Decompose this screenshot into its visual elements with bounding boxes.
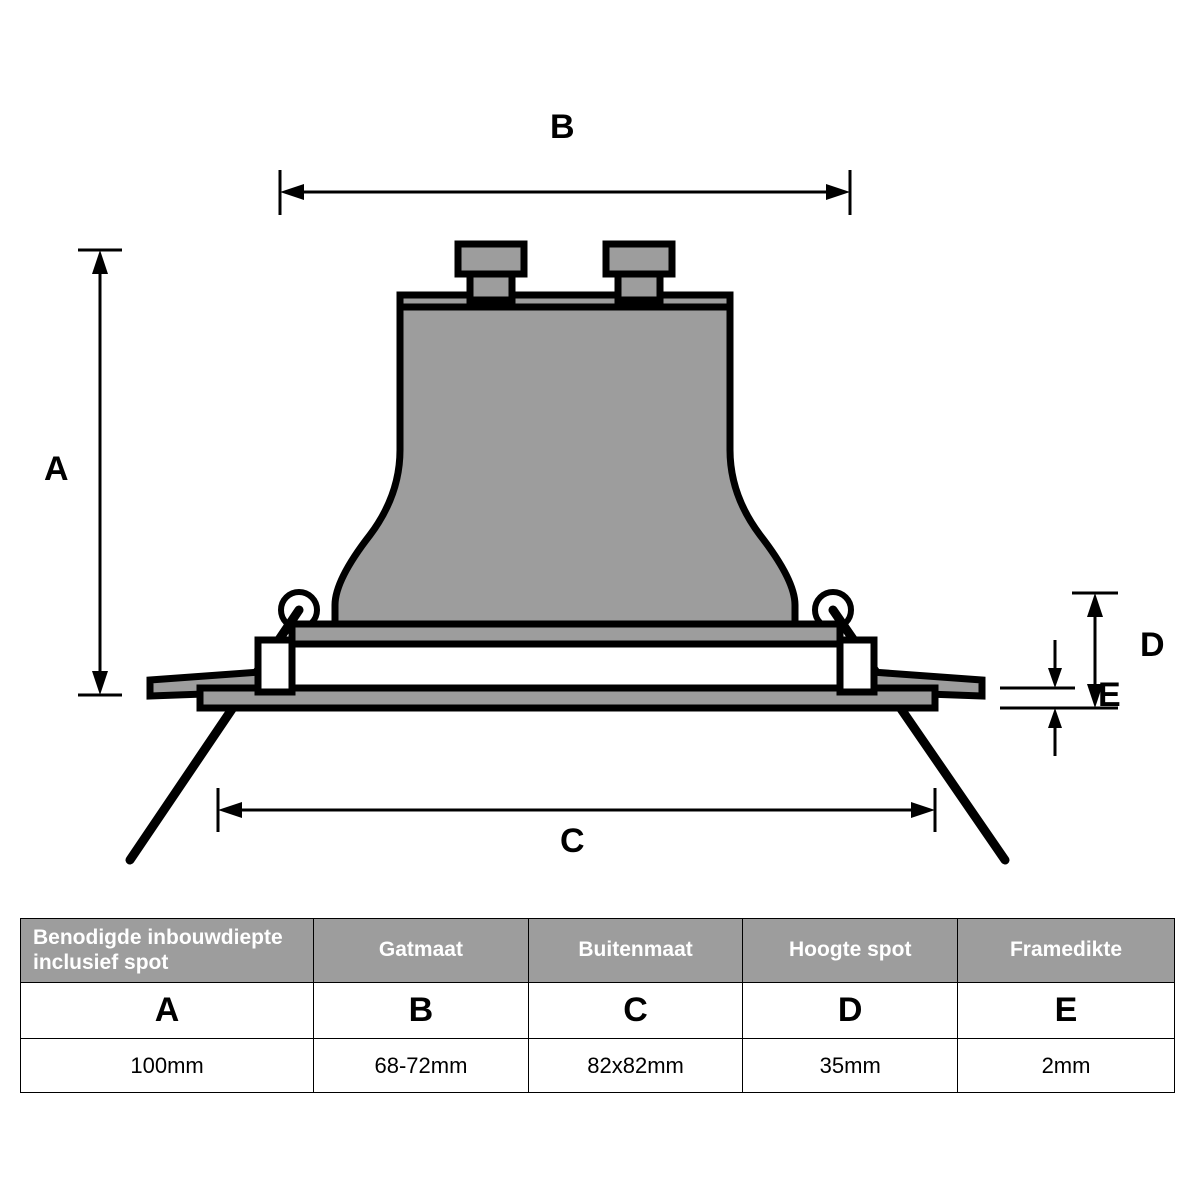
table-header-row: Benodigde inbouwdiepte inclusief spot Ga… bbox=[21, 919, 1175, 983]
table-header: Gatmaat bbox=[314, 919, 529, 983]
table-header: Benodigde inbouwdiepte inclusief spot bbox=[21, 919, 314, 983]
label-B: B bbox=[550, 108, 575, 147]
table-cell: E bbox=[958, 983, 1175, 1039]
table-cell: B bbox=[314, 983, 529, 1039]
technical-diagram: B A C D E bbox=[0, 40, 1200, 890]
label-A: A bbox=[44, 450, 69, 489]
frame-housing bbox=[150, 624, 982, 708]
table-cell: 35mm bbox=[743, 1039, 958, 1093]
table-cell: 2mm bbox=[958, 1039, 1175, 1093]
table-letter-row: A B C D E bbox=[21, 983, 1175, 1039]
table-value-row: 100mm 68-72mm 82x82mm 35mm 2mm bbox=[21, 1039, 1175, 1093]
table-cell: 82x82mm bbox=[528, 1039, 743, 1093]
table-cell: C bbox=[528, 983, 743, 1039]
table-header: Hoogte spot bbox=[743, 919, 958, 983]
table-cell: D bbox=[743, 983, 958, 1039]
label-C: C bbox=[560, 822, 585, 861]
table-cell: A bbox=[21, 983, 314, 1039]
bulb bbox=[335, 244, 795, 630]
specification-table: Benodigde inbouwdiepte inclusief spot Ga… bbox=[20, 918, 1175, 1093]
label-D: D bbox=[1140, 626, 1165, 665]
dimension-A bbox=[78, 250, 122, 695]
diagram-svg bbox=[0, 40, 1200, 890]
label-E: E bbox=[1098, 676, 1121, 715]
dimension-E bbox=[1000, 640, 1075, 756]
table-header: Buitenmaat bbox=[528, 919, 743, 983]
table-cell: 100mm bbox=[21, 1039, 314, 1093]
table-cell: 68-72mm bbox=[314, 1039, 529, 1093]
dimension-B bbox=[280, 170, 850, 215]
table-header: Framedikte bbox=[958, 919, 1175, 983]
